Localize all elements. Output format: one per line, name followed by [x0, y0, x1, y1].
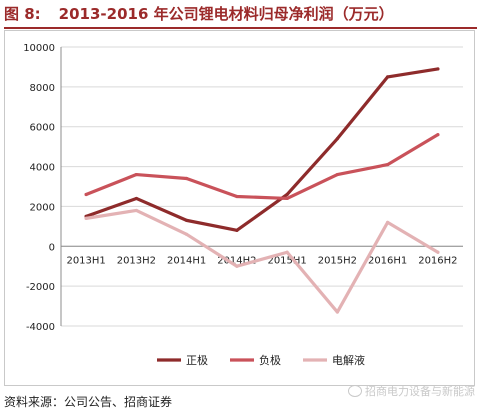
- legend: 正极 负极 电解液: [157, 353, 365, 367]
- data-point: [185, 218, 189, 222]
- x-tick-label: 2015H2: [318, 255, 357, 266]
- series-layer: [84, 67, 440, 314]
- x-tick-label: 2013H1: [66, 255, 105, 266]
- data-point: [285, 250, 289, 254]
- watermark: 招商电力设备与新能源: [348, 383, 475, 399]
- data-point: [134, 196, 138, 201]
- data-point: [134, 208, 138, 213]
- legend-label: 电解液: [332, 353, 365, 367]
- figure-title: 图 8: 2013-2016 年公司锂电材料归母净利润（万元）: [4, 3, 477, 29]
- data-point: [386, 75, 390, 79]
- watermark-text: 招商电力设备与新能源: [365, 385, 475, 398]
- data-point: [185, 176, 189, 181]
- series-line: [84, 67, 440, 232]
- x-tick-label: 2014H1: [167, 255, 206, 266]
- series-line: [84, 133, 440, 201]
- legend-label: 负极: [259, 353, 281, 367]
- x-tick-label: 2014H2: [217, 255, 256, 266]
- x-tick-label: 2013H2: [117, 255, 156, 266]
- data-point: [386, 162, 390, 167]
- data-point: [436, 250, 440, 254]
- y-tick-label: 6000: [30, 123, 55, 134]
- data-point: [436, 67, 440, 71]
- legend-label: 正极: [186, 353, 208, 367]
- data-point: [335, 137, 339, 141]
- data-point: [185, 232, 189, 236]
- grid-layer: [61, 46, 463, 327]
- data-point: [84, 216, 88, 220]
- x-tick-label: 2016H2: [418, 255, 457, 266]
- data-point: [335, 172, 339, 177]
- data-point: [285, 192, 289, 197]
- x-tick-label: 2015H1: [267, 255, 306, 266]
- data-point: [235, 194, 239, 199]
- data-point: [386, 220, 390, 224]
- y-tick-label: 2000: [30, 202, 55, 213]
- chat-bubble-icon: [348, 385, 362, 397]
- data-point: [436, 133, 440, 137]
- line-chart: -4000 -2000 0 2000 4000 6000 8000 10000 2013H1 20…: [23, 43, 463, 367]
- y-tick-label: 10000: [23, 43, 55, 54]
- axis-layer: -4000 -2000 0 2000 4000 6000 8000 10000 2013H1 20…: [23, 43, 463, 333]
- data-point: [235, 228, 239, 232]
- data-point: [134, 172, 138, 177]
- y-tick-label: 0: [49, 242, 55, 253]
- data-point: [235, 264, 239, 268]
- chart-frame: -4000 -2000 0 2000 4000 6000 8000 10000 2013H1 20…: [4, 30, 475, 386]
- y-tick-label: 4000: [30, 163, 55, 174]
- y-tick-label: -2000: [26, 282, 55, 293]
- figure-number: 图 8:: [4, 5, 41, 23]
- y-tick-label: -4000: [26, 322, 55, 333]
- data-point: [335, 310, 339, 314]
- series-line: [84, 208, 440, 314]
- data-point: [84, 192, 88, 197]
- data-point: [285, 196, 289, 201]
- source-note: 资料来源：公司公告、招商证券: [4, 395, 173, 409]
- y-tick-label: 8000: [30, 83, 55, 94]
- figure-title-text: 2013-2016 年公司锂电材料归母净利润（万元）: [58, 5, 394, 23]
- x-tick-label: 2016H1: [368, 255, 407, 266]
